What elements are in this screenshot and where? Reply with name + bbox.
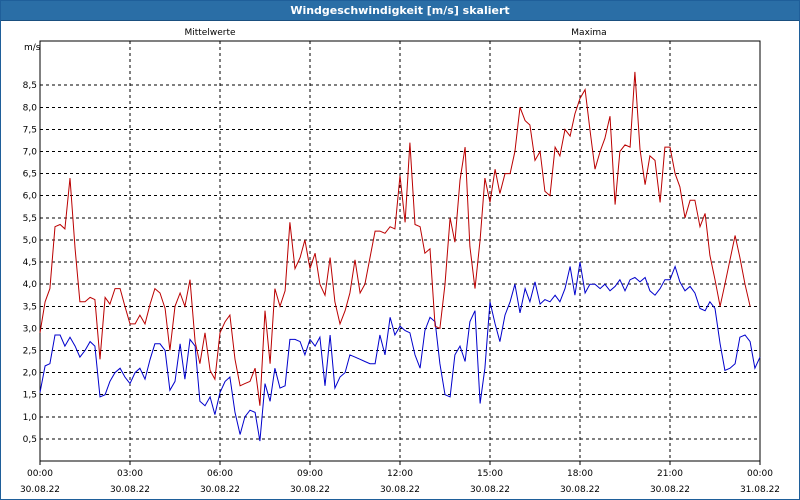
y-axis-label: m/s [24,43,41,53]
x-tick-date: 30.08.22 [290,485,330,495]
y-tick-label: 1,5 [23,391,37,401]
y-tick-label: 7,5 [23,125,37,135]
series-line-mittelwerte [39,262,761,442]
x-tick-date: 30.08.22 [380,485,420,495]
y-tick-label: 2,0 [23,369,38,379]
x-tick-time: 12:00 [387,469,413,479]
x-tick-time: 00:00 [747,469,773,479]
y-tick-label: 2,5 [23,346,37,356]
y-tick-label: 4,0 [23,280,38,290]
y-tick-label: 3,0 [23,324,38,334]
y-tick-label: 6,0 [23,192,38,202]
x-tick-time: 00:00 [27,469,53,479]
x-tick-date: 30.08.22 [200,485,240,495]
x-tick-date: 30.08.22 [560,485,600,495]
y-tick-label: 4,5 [23,258,37,268]
x-tick-date: 30.08.22 [470,485,510,495]
x-tick-time: 09:00 [297,469,323,479]
y-tick-label: 1,0 [23,413,38,423]
x-tick-date: 30.08.22 [110,485,150,495]
y-tick-label: 5,0 [23,236,38,246]
x-tick-date: 30.08.22 [650,485,690,495]
series-line-maxima [39,71,751,406]
x-tick-time: 21:00 [657,469,683,479]
y-tick-label: 6,5 [23,170,37,180]
legend-maxima: Maxima [571,28,606,38]
y-tick-label: 3,5 [23,302,37,312]
y-tick-label: 8,0 [23,103,38,113]
x-tick-time: 06:00 [207,469,233,479]
plot-frame [39,40,761,462]
y-tick-label: 8,5 [23,81,37,91]
x-tick-time: 15:00 [477,469,503,479]
legend-mittelwerte: Mittelwerte [184,28,235,38]
x-tick-time: 18:00 [567,469,593,479]
x-tick-time: 03:00 [117,469,143,479]
x-tick-date: 30.08.22 [20,485,60,495]
x-tick-date: 31.08.22 [740,485,780,495]
y-tick-label: 5,5 [23,214,37,224]
y-tick-label: 7,0 [23,148,38,158]
window-title: Windgeschwindigkeit [m/s] skaliert [1,1,799,21]
y-tick-label: 0,5 [23,435,37,445]
